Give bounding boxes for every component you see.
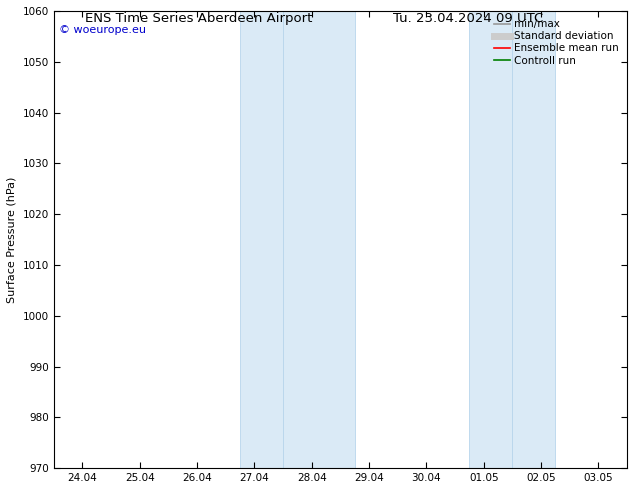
Bar [283,11,354,468]
Text: © woeurope.eu: © woeurope.eu [60,24,146,35]
Bar [240,11,283,468]
Text: ENS Time Series Aberdeen Airport: ENS Time Series Aberdeen Airport [86,12,313,25]
Bar [469,11,512,468]
Text: Tu. 23.04.2024 09 UTC: Tu. 23.04.2024 09 UTC [393,12,543,25]
Legend: min/max, Standard deviation, Ensemble mean run, Controll run: min/max, Standard deviation, Ensemble me… [491,16,622,69]
Y-axis label: Surface Pressure (hPa): Surface Pressure (hPa) [7,176,17,303]
Bar [512,11,555,468]
